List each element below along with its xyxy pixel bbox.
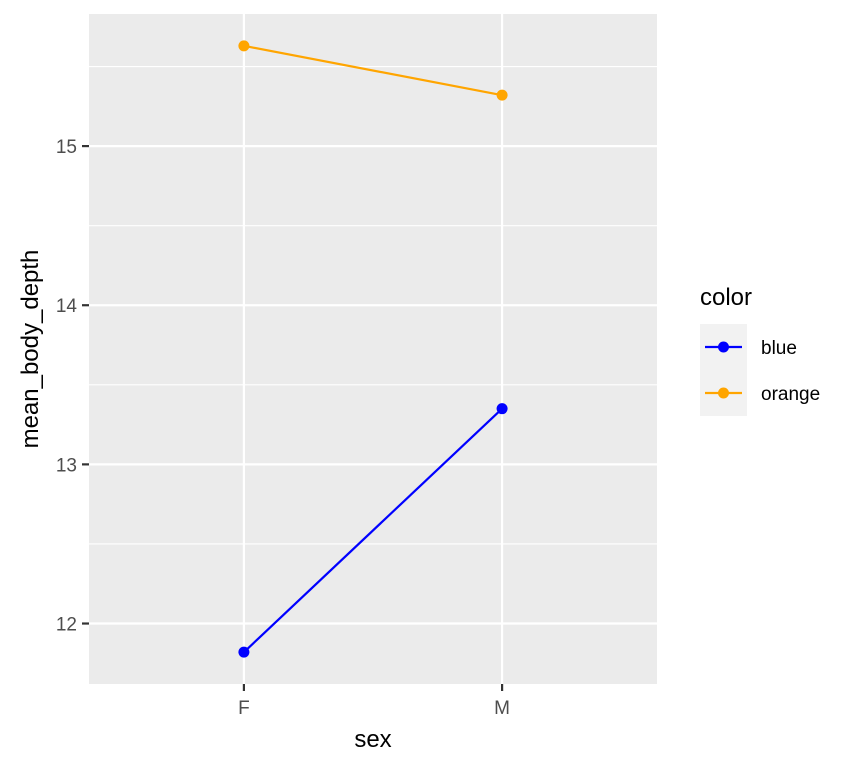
series-line-orange — [243, 44, 503, 97]
y-tick-label: 13 — [56, 455, 77, 476]
data-point-orange — [238, 40, 250, 52]
series-layer — [238, 40, 508, 658]
major-gridlines — [89, 14, 657, 684]
x-tick-label: M — [494, 698, 510, 719]
legend-key-background — [700, 324, 747, 416]
series-line-blue — [243, 407, 503, 653]
data-point-orange — [496, 89, 508, 101]
x-tick-label: F — [238, 698, 250, 719]
y-tick-label: 14 — [56, 296, 78, 317]
legend-key-point-blue — [718, 341, 729, 353]
legend-label-blue: blue — [761, 338, 797, 359]
data-point-blue — [238, 646, 250, 658]
legend: color blue orange — [700, 284, 820, 416]
x-axis-title: sex — [354, 726, 391, 753]
data-point-blue — [496, 403, 508, 415]
y-tick-label: 15 — [56, 137, 77, 158]
minor-gridlines — [89, 65, 657, 545]
y-axis-title: mean_body_depth — [17, 250, 44, 449]
y-axis: 12 13 14 15 — [56, 137, 89, 636]
y-tick-label: 12 — [56, 615, 77, 636]
legend-title: color — [700, 284, 752, 311]
legend-key-point-orange — [718, 387, 729, 399]
legend-entries: blue orange — [705, 338, 820, 405]
legend-label-orange: orange — [761, 384, 820, 405]
plot-panel — [89, 14, 657, 684]
